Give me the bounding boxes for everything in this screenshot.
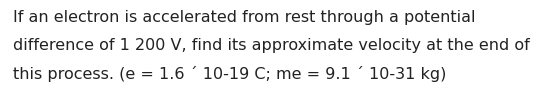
Text: If an electron is accelerated from rest through a potential: If an electron is accelerated from rest …	[13, 10, 475, 25]
Text: difference of 1 200 V, find its approximate velocity at the end of: difference of 1 200 V, find its approxim…	[13, 38, 530, 53]
Text: this process. (e = 1.6 ´ 10-19 C; me = 9.1 ´ 10-31 kg): this process. (e = 1.6 ´ 10-19 C; me = 9…	[13, 66, 446, 82]
